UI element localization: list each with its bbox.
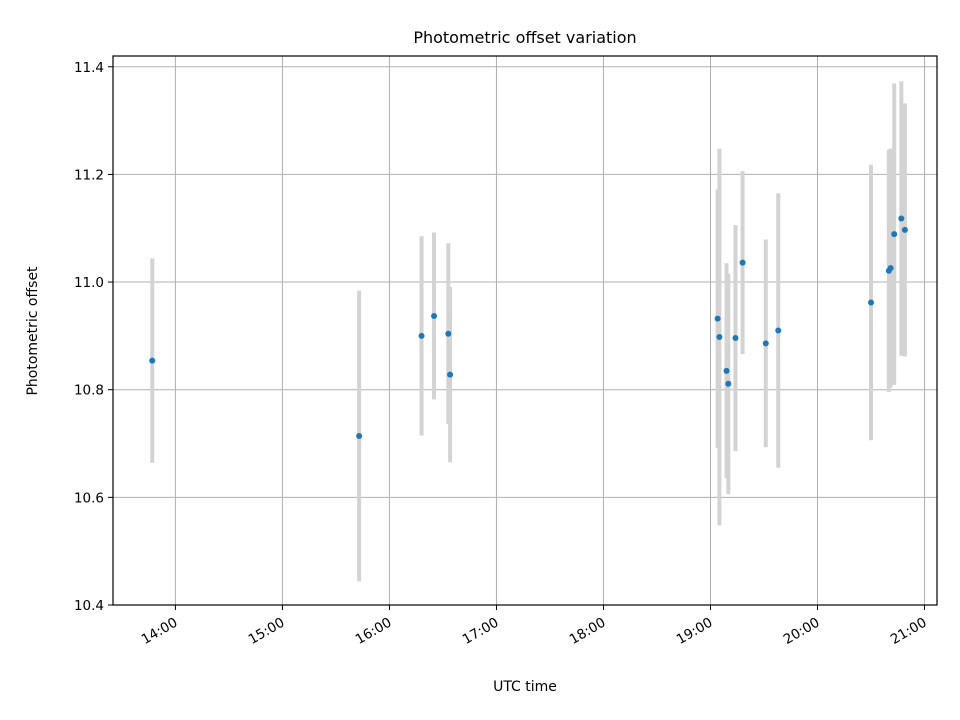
data-point [887,265,894,272]
data-point [775,327,782,334]
y-axis-ticks: 10.4 10.6 10.8 11.0 11.2 11.4 [74,60,113,614]
data-point [739,259,746,266]
data-points [149,215,908,439]
y-tick-label: 11.4 [74,60,104,76]
data-point [891,231,898,238]
data-point [898,215,905,222]
data-point [714,315,721,322]
plot-frame [112,55,938,606]
data-point [447,371,454,378]
x-axis-label: UTC time [493,679,557,695]
data-point [431,312,438,319]
data-point [716,333,723,340]
y-tick-label: 11.2 [74,167,104,183]
data-point [732,335,739,342]
data-point [901,226,908,233]
chart-title: Photometric offset variation [413,28,636,47]
grid-lines [113,56,937,606]
data-point [356,432,363,439]
data-point [723,367,730,374]
data-point [418,332,425,339]
y-axis-label: Photometric offset [25,266,41,396]
data-point [445,330,452,337]
data-point [868,299,875,306]
y-tick-label: 10.8 [74,383,104,399]
data-point [149,357,156,364]
data-point [725,380,732,387]
data-point [762,340,769,347]
y-tick-label: 11.0 [74,275,104,291]
y-tick-label: 10.6 [74,490,104,506]
y-tick-label: 10.4 [74,598,104,614]
